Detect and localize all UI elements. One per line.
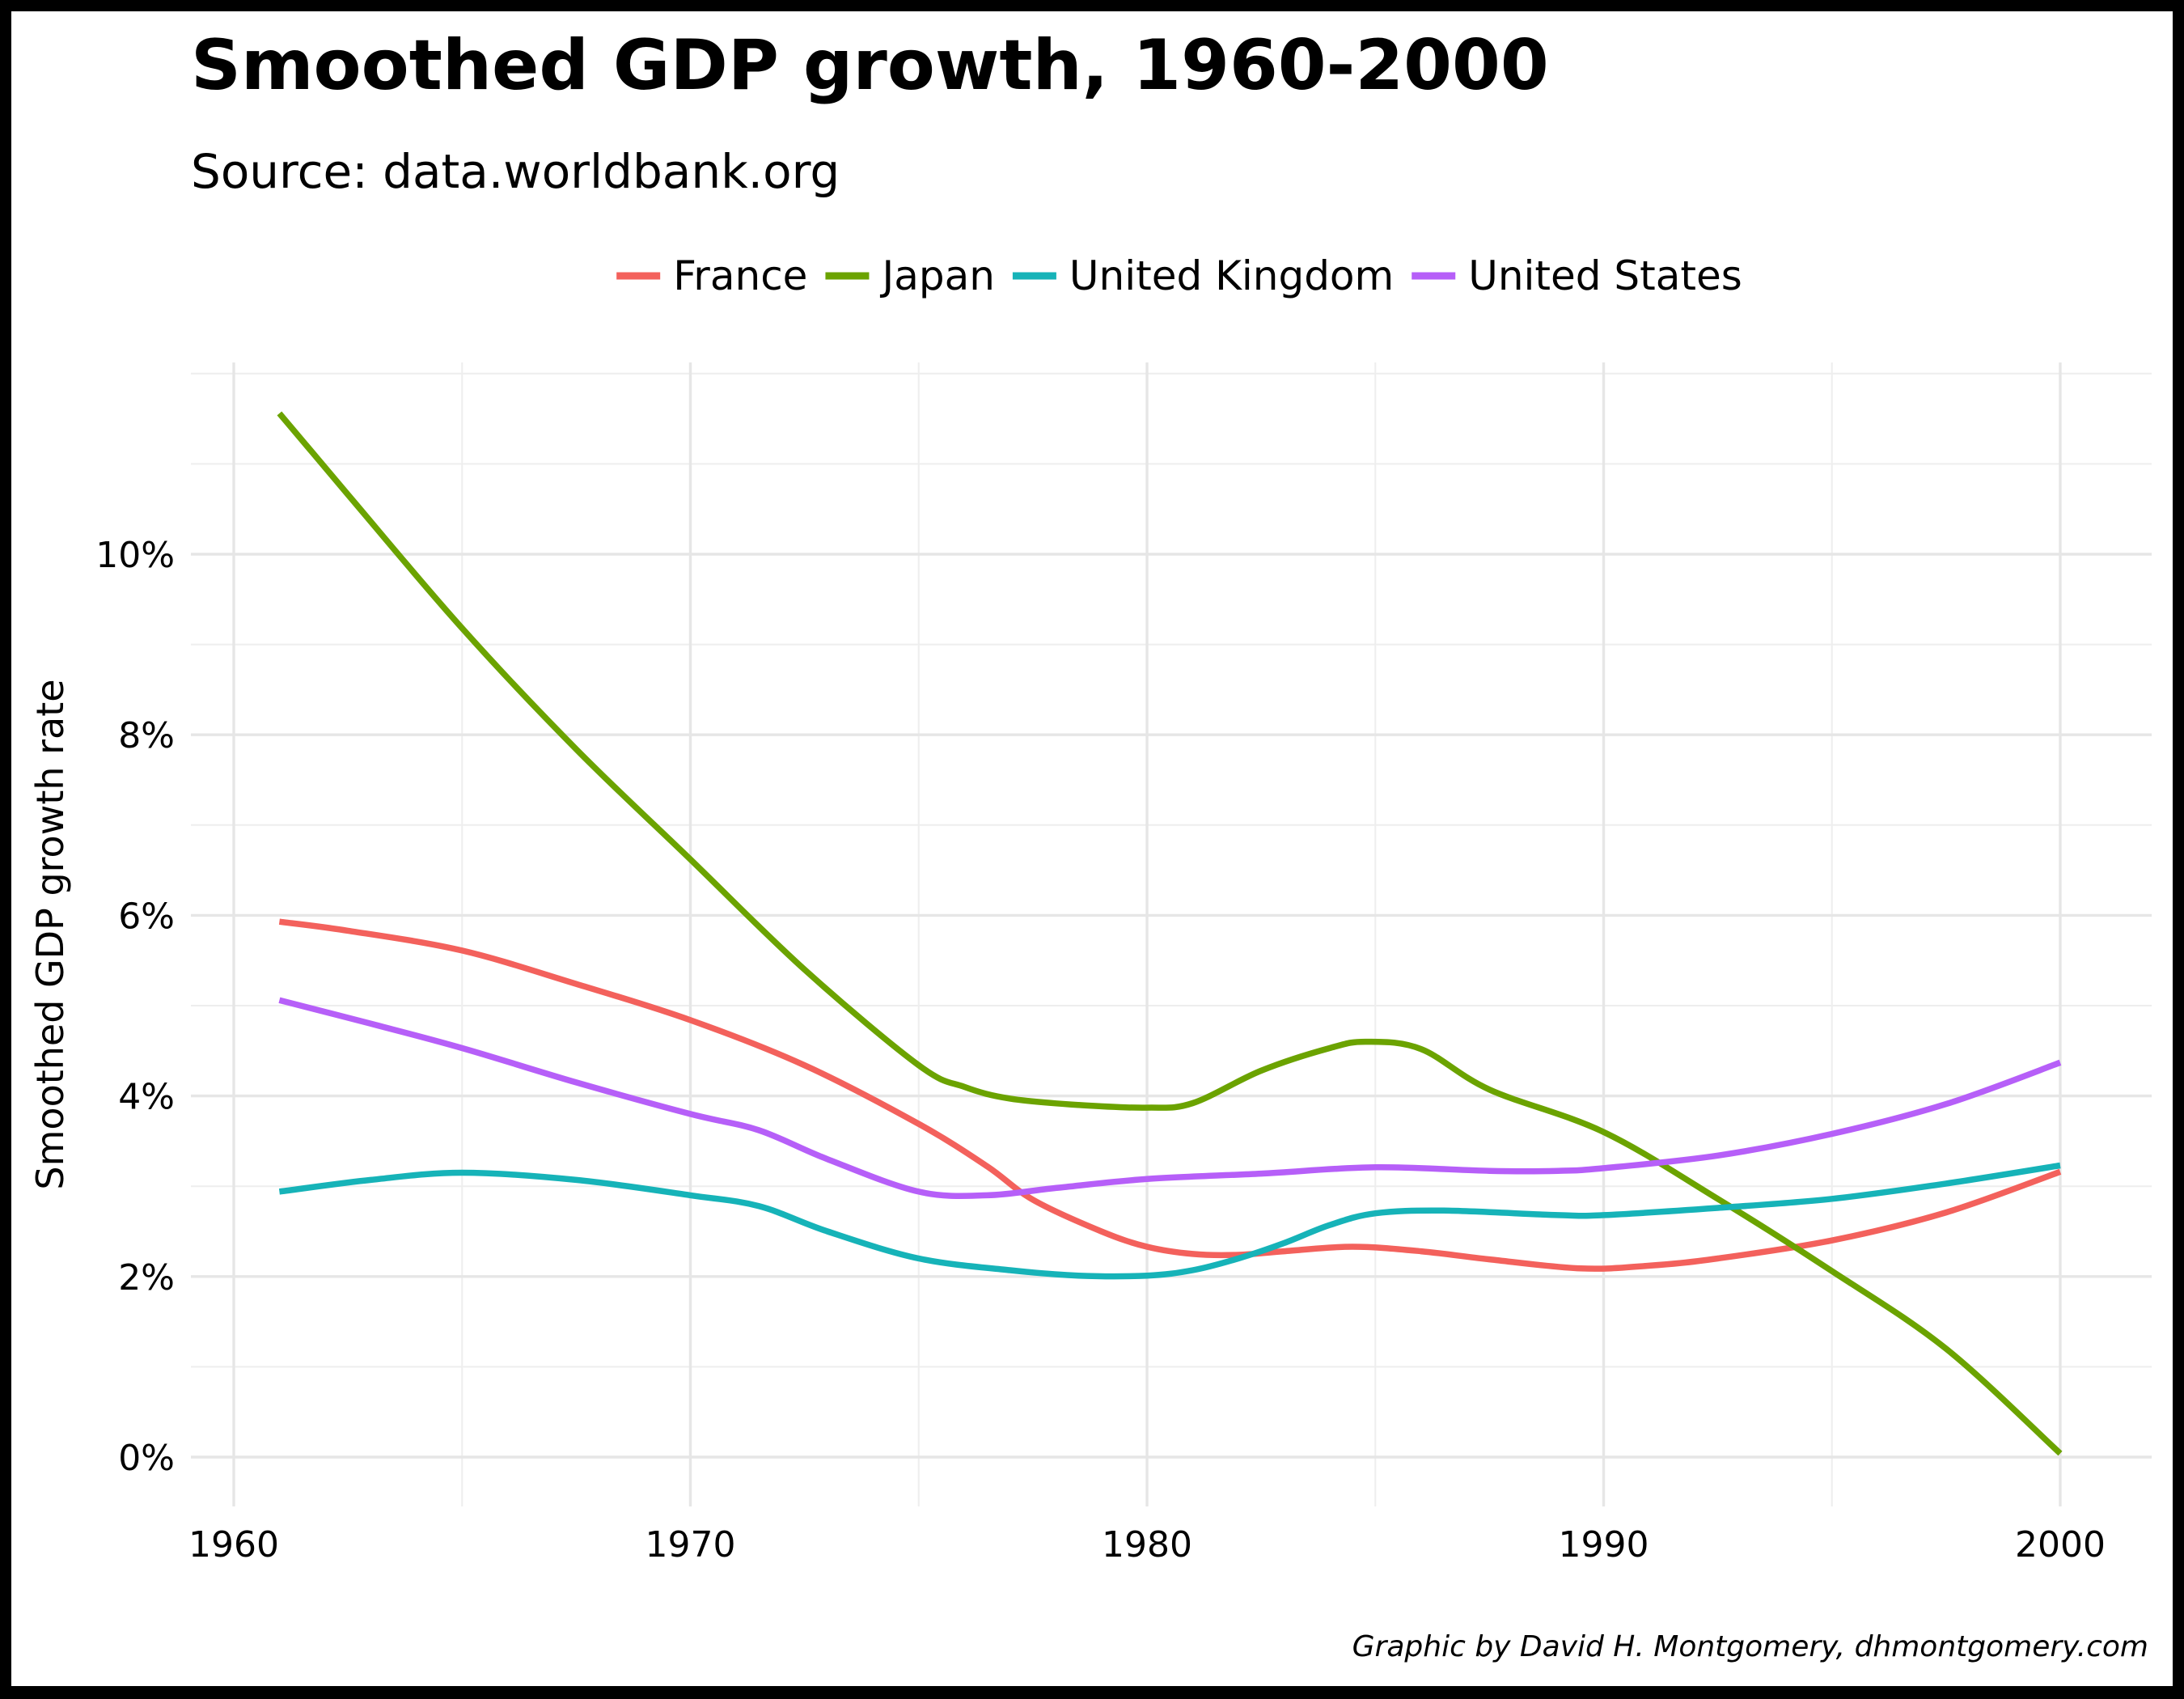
y-tick-label: 6%: [118, 896, 175, 937]
x-tick-label: 1980: [1102, 1524, 1192, 1566]
chart-title: Smoothed GDP growth, 1960-2000: [191, 25, 1549, 106]
series-line-united-kingdom: [278, 1162, 2061, 1280]
caption: Graphic by David H. Montgomery, dhmontgo…: [1352, 1630, 2148, 1663]
series-line-japan: [277, 411, 2063, 1456]
chart-frame: Smoothed GDP growth, 1960-2000 Source: d…: [11, 11, 2173, 1686]
y-axis-ticks: 0% 2% 4% 6% 8% 10%: [95, 535, 175, 1479]
x-axis-ticks: 1960 1970 1980 1990 2000: [188, 1524, 2106, 1566]
x-tick-label: 1970: [645, 1524, 736, 1566]
x-tick-label: 2000: [2015, 1524, 2106, 1566]
series-layer: [277, 411, 2063, 1456]
y-tick-label: 0%: [118, 1438, 175, 1479]
chart: Smoothed GDP growth, 1960-2000 Source: d…: [28, 25, 2152, 1663]
legend-label: United States: [1468, 252, 1742, 299]
legend-label: France: [673, 252, 807, 299]
legend-label: Japan: [879, 252, 994, 299]
y-tick-label: 4%: [118, 1077, 175, 1118]
x-tick-label: 1960: [188, 1524, 279, 1566]
x-tick-label: 1990: [1559, 1524, 1649, 1566]
legend-label: United Kingdom: [1069, 252, 1394, 299]
y-tick-label: 8%: [118, 715, 175, 756]
legend: France Japan United Kingdom United States: [616, 252, 1742, 299]
series-line-united-states: [278, 997, 2062, 1199]
chart-subtitle: Source: data.worldbank.org: [191, 144, 840, 199]
y-tick-label: 10%: [95, 535, 175, 576]
grid: [191, 362, 2152, 1506]
y-tick-label: 2%: [118, 1257, 175, 1299]
y-axis-title: Smoothed GDP growth rate: [28, 679, 72, 1189]
series-line-france: [278, 918, 2062, 1272]
